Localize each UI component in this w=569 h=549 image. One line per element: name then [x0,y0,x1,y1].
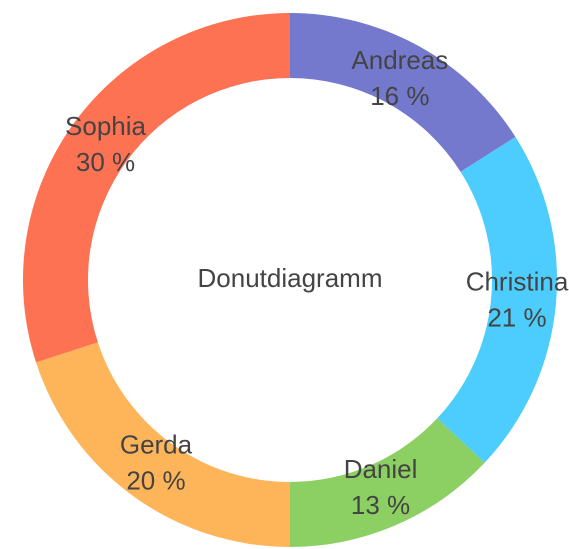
donut-slice [36,342,291,547]
slice-label: Daniel [344,454,418,484]
donut-slice [290,13,516,172]
slice-label: Andreas [351,45,448,75]
donut-slice [22,13,291,363]
slice-label: Gerda [120,429,193,459]
slice-value-label: 21 % [487,302,546,332]
slice-label: Christina [466,266,569,296]
slice-label: Sophia [65,111,146,141]
donut-slice [437,136,557,463]
donut-slice [290,418,485,547]
slice-value-label: 13 % [351,490,410,520]
slice-value-label: 30 % [76,147,135,177]
slice-value-label: 20 % [126,465,185,495]
chart-title: Donutdiagramm [198,263,383,293]
slice-value-label: 16 % [370,81,429,111]
